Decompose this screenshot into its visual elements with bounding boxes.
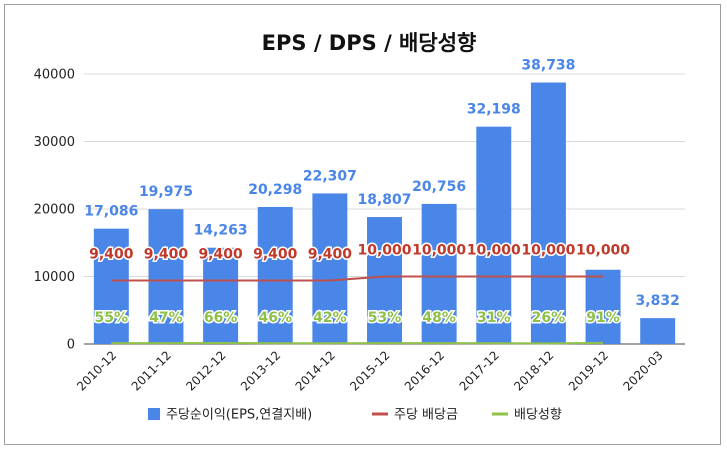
legend-label: 배당성향 xyxy=(514,408,562,423)
chart-frame: EPS / DPS / 배당성향 0 10000 20000 30000 40000 1… xyxy=(4,4,721,445)
legend: 주당순이익(EPS,연결지배) 주당 배당금 배당성향 xyxy=(148,408,562,423)
eps-bar xyxy=(312,193,348,344)
eps-bar xyxy=(367,217,402,344)
chart-svg: EPS / DPS / 배당성향 0 10000 20000 30000 40000 1… xyxy=(34,31,685,423)
eps-bar xyxy=(585,269,621,344)
x-axis: 2010-12 2011-12 2012-12 2013-12 2014-12 2015-… xyxy=(74,348,666,393)
dividend-data-label: 9,400 xyxy=(308,247,353,263)
payout-data-label: 47% xyxy=(149,310,183,326)
payout-data-label: 31% xyxy=(477,310,511,326)
dividend-data-label: 10,000 xyxy=(467,243,521,259)
eps-bar xyxy=(640,318,676,344)
dividend-data-label: 9,400 xyxy=(144,247,189,263)
eps-data-label: 22,307 xyxy=(303,168,357,184)
dividend-data-label: 9,400 xyxy=(89,247,134,263)
y-axis: 0 10000 20000 30000 40000 xyxy=(34,68,75,353)
dividend-data-label: 9,400 xyxy=(198,247,243,263)
x-tick-label: 2010-12 xyxy=(74,348,119,393)
eps-data-label: 20,298 xyxy=(248,182,302,198)
y-tick-label: 20000 xyxy=(34,203,75,218)
legend-swatch-eps xyxy=(148,408,160,420)
y-tick-label: 0 xyxy=(67,338,75,353)
eps-bar xyxy=(93,228,129,344)
eps-data-label: 3,832 xyxy=(636,293,680,309)
x-tick-label: 2017-12 xyxy=(457,348,502,393)
eps-bars xyxy=(93,82,676,345)
legend-label: 주당순이익(EPS,연결지배) xyxy=(166,408,312,423)
eps-data-label: 19,975 xyxy=(139,184,193,200)
eps-data-label: 17,086 xyxy=(84,204,138,220)
x-tick-label: 2016-12 xyxy=(402,348,447,393)
eps-bar xyxy=(476,126,512,344)
series-lines xyxy=(111,275,604,345)
payout-data-label: 46% xyxy=(258,310,292,326)
x-tick-label: 2013-12 xyxy=(238,348,283,393)
x-tick-label: 2012-12 xyxy=(183,348,228,393)
dividend-data-label: 10,000 xyxy=(357,243,411,259)
dividend-data-label: 9,400 xyxy=(253,247,298,263)
legend-label: 주당 배당금 xyxy=(394,408,458,423)
y-tick-label: 30000 xyxy=(34,135,75,150)
x-tick-label: 2014-12 xyxy=(293,348,338,393)
eps-data-label: 32,198 xyxy=(467,102,521,118)
x-tick-label: 2011-12 xyxy=(129,348,174,393)
eps-bar xyxy=(148,209,184,344)
eps-bar xyxy=(530,82,566,345)
y-tick-label: 10000 xyxy=(34,270,75,285)
eps-data-label: 18,807 xyxy=(357,192,411,208)
payout-data-label: 55% xyxy=(95,310,129,326)
eps-data-label: 38,738 xyxy=(521,58,575,74)
payout-data-label: 42% xyxy=(313,310,347,326)
payout-data-label: 91% xyxy=(586,310,620,326)
chart-title: EPS / DPS / 배당성향 xyxy=(262,31,477,55)
eps-data-label: 20,756 xyxy=(412,179,466,195)
x-tick-label: 2020-03 xyxy=(620,348,665,393)
x-tick-label: 2019-12 xyxy=(566,348,611,393)
eps-data-label: 14,263 xyxy=(194,223,248,239)
eps-bar xyxy=(257,206,293,344)
x-tick-label: 2018-12 xyxy=(511,348,556,393)
x-tick-label: 2015-12 xyxy=(347,348,392,393)
eps-bar xyxy=(421,203,457,344)
payout-data-label: 48% xyxy=(422,310,456,326)
payout-data-label: 66% xyxy=(204,310,238,326)
dividend-data-label: 10,000 xyxy=(576,243,630,259)
payout-data-label: 53% xyxy=(368,310,402,326)
dividend-data-label: 10,000 xyxy=(412,243,466,259)
dividend-data-label: 10,000 xyxy=(521,243,575,259)
payout-data-label: 26% xyxy=(532,310,566,326)
eps-bar xyxy=(203,247,239,344)
y-tick-label: 40000 xyxy=(34,68,75,83)
dividend-line xyxy=(111,275,604,282)
